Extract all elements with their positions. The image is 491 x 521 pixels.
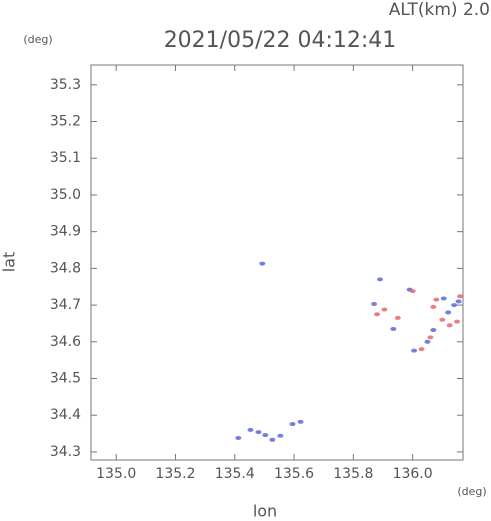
- altitude-label: ALT(km) 2.0: [389, 0, 490, 20]
- chart-title: 2021/05/22 04:12:41: [164, 28, 397, 53]
- echo-point: [289, 422, 296, 427]
- y-tick-label: 34.3: [50, 444, 81, 460]
- echo-point: [259, 261, 266, 266]
- echo-point: [430, 328, 437, 333]
- x-axis-label: lon: [253, 502, 277, 521]
- x-unit: (deg): [457, 485, 486, 498]
- echo-point: [247, 427, 254, 432]
- echo-point: [371, 301, 378, 306]
- y-tick-label: 34.9: [50, 224, 81, 240]
- echo-point: [255, 430, 262, 435]
- y-tick-label: 34.4: [50, 407, 81, 423]
- y-unit: (deg): [23, 33, 52, 46]
- echo-point: [427, 335, 434, 340]
- y-tick-label: 34.6: [50, 334, 81, 350]
- y-axis-label: lat: [0, 252, 19, 273]
- x-tick-label: 136.0: [393, 466, 433, 482]
- y-tick-label: 35.0: [50, 187, 81, 203]
- echo-point: [411, 348, 418, 353]
- echo-point: [377, 277, 384, 282]
- x-tick-label: 135.6: [274, 466, 314, 482]
- echo-point: [394, 315, 401, 320]
- echo-point: [418, 347, 425, 352]
- echo-point: [454, 319, 461, 324]
- echo-point: [235, 435, 242, 440]
- x-tick-label: 135.8: [333, 466, 373, 482]
- y-tick-label: 34.7: [50, 297, 81, 313]
- plot-frame: [90, 64, 464, 461]
- echo-point: [446, 323, 453, 328]
- echo-point: [455, 299, 462, 304]
- echo-point: [433, 297, 440, 302]
- echo-point: [430, 304, 437, 309]
- echo-point: [374, 312, 381, 317]
- y-tick-label: 35.2: [50, 114, 81, 130]
- echo-point: [440, 296, 447, 301]
- x-tick-label: 135.4: [215, 466, 255, 482]
- x-tick-label: 135.2: [155, 466, 195, 482]
- echo-point: [445, 310, 452, 315]
- echo-point: [439, 317, 446, 322]
- echo-point: [451, 303, 458, 308]
- echo-point: [409, 289, 416, 294]
- x-tick-label: 135.0: [96, 466, 136, 482]
- y-tick-label: 35.3: [50, 77, 81, 93]
- echo-point: [390, 326, 397, 331]
- echo-point: [381, 307, 388, 312]
- echo-point: [424, 339, 431, 344]
- echo-point: [297, 419, 304, 424]
- y-tick-label: 34.8: [50, 260, 81, 276]
- echo-point: [457, 294, 464, 299]
- echo-point: [262, 433, 269, 438]
- y-tick-label: 35.1: [50, 150, 81, 166]
- echo-point: [269, 437, 276, 442]
- echo-point: [277, 433, 284, 438]
- y-tick-label: 34.5: [50, 371, 81, 387]
